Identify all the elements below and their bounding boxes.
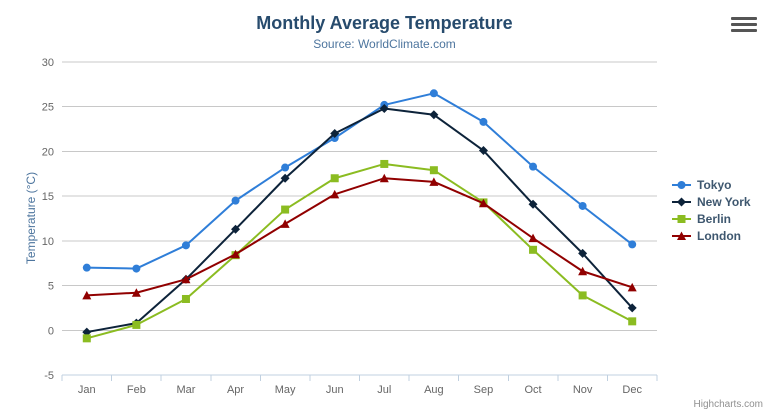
triangle-marker[interactable]: [478, 198, 488, 208]
y-axis-label: 5: [48, 281, 54, 293]
x-axis-label: Dec: [622, 384, 642, 396]
hamburger-icon: [731, 17, 757, 32]
diamond-marker[interactable]: [528, 199, 538, 209]
circle-marker[interactable]: [132, 264, 141, 273]
circle-marker[interactable]: [628, 240, 637, 249]
diamond-marker[interactable]: [330, 129, 340, 139]
diamond-marker[interactable]: [429, 110, 439, 120]
triangle-marker[interactable]: [131, 288, 141, 297]
diamond-legend-icon: [672, 197, 691, 206]
x-axis-label: Apr: [227, 384, 244, 396]
diamond-marker[interactable]: [231, 224, 241, 234]
diamond-marker[interactable]: [379, 104, 389, 114]
y-axis-label: 25: [42, 102, 54, 114]
square-marker[interactable]: [181, 294, 190, 303]
triangle-marker[interactable]: [280, 219, 290, 228]
diamond-marker[interactable]: [478, 146, 488, 156]
legend-item-label: London: [697, 228, 741, 243]
legend-item-london[interactable]: London: [672, 227, 751, 244]
square-marker[interactable]: [578, 291, 587, 300]
export-menu-button[interactable]: [731, 17, 757, 35]
circle-legend-icon: [672, 180, 691, 189]
x-axis-label: Jan: [78, 384, 96, 396]
triangle-marker[interactable]: [181, 274, 191, 284]
circle-marker[interactable]: [82, 263, 91, 272]
circle-marker[interactable]: [281, 163, 290, 172]
circle-marker[interactable]: [578, 201, 587, 210]
legend-item-label: New York: [697, 194, 751, 209]
legend-item-label: Berlin: [697, 211, 732, 226]
series-london[interactable]: [82, 173, 637, 300]
triangle-marker[interactable]: [231, 249, 241, 259]
credits-link[interactable]: Highcharts.com: [693, 399, 763, 410]
triangle-marker[interactable]: [528, 233, 538, 243]
square-marker[interactable]: [529, 245, 538, 254]
x-axis-label: Oct: [524, 384, 541, 396]
y-axis-label: 0: [48, 325, 54, 337]
x-axis-label: Jul: [377, 384, 391, 396]
square-marker[interactable]: [132, 320, 141, 329]
legend-item-tokyo[interactable]: Tokyo: [672, 176, 751, 193]
x-axis-label: Aug: [424, 384, 444, 396]
y-axis-label: -5: [44, 370, 54, 382]
square-legend-icon: [672, 214, 691, 223]
x-axis-label: Sep: [474, 384, 494, 396]
triangle-marker[interactable]: [379, 173, 389, 183]
square-marker[interactable]: [380, 159, 389, 168]
series-tokyo[interactable]: [82, 89, 637, 273]
y-axis-title: Temperature (°C): [24, 172, 38, 264]
triangle-marker[interactable]: [82, 290, 92, 300]
square-marker[interactable]: [330, 174, 339, 183]
diamond-marker[interactable]: [578, 248, 588, 258]
legend: Tokyo New York Berlin London: [672, 176, 751, 244]
x-axis-label: Mar: [176, 384, 195, 396]
circle-marker[interactable]: [231, 196, 240, 205]
series-new-york[interactable]: [82, 104, 637, 337]
triangle-marker[interactable]: [627, 282, 637, 292]
circle-marker[interactable]: [181, 241, 190, 250]
diamond-marker[interactable]: [82, 327, 92, 337]
square-marker[interactable]: [628, 317, 637, 326]
x-axis-label: Jun: [326, 384, 344, 396]
square-marker[interactable]: [429, 166, 438, 175]
legend-item-new-york[interactable]: New York: [672, 193, 751, 210]
triangle-marker[interactable]: [578, 266, 588, 276]
legend-item-berlin[interactable]: Berlin: [672, 210, 751, 227]
circle-marker[interactable]: [529, 162, 538, 171]
triangle-marker[interactable]: [429, 177, 439, 186]
y-axis-label: 10: [42, 236, 54, 248]
legend-item-label: Tokyo: [697, 177, 732, 192]
y-axis-label: 20: [42, 146, 54, 158]
x-axis-label: May: [275, 384, 296, 396]
y-axis-label: 15: [42, 191, 54, 203]
circle-marker[interactable]: [479, 117, 488, 126]
chart-title: Monthly Average Temperature: [256, 13, 513, 33]
diamond-marker[interactable]: [627, 303, 637, 313]
chart-subtitle: Source: WorldClimate.com: [313, 37, 456, 51]
x-axis-label: Feb: [127, 384, 146, 396]
circle-marker[interactable]: [429, 89, 438, 98]
diamond-marker[interactable]: [280, 173, 290, 183]
square-marker[interactable]: [281, 205, 290, 214]
square-marker[interactable]: [82, 334, 91, 343]
y-axis-label: 30: [42, 57, 54, 69]
triangle-legend-icon: [672, 231, 691, 240]
x-axis-label: Nov: [573, 384, 593, 396]
triangle-marker[interactable]: [330, 189, 340, 199]
